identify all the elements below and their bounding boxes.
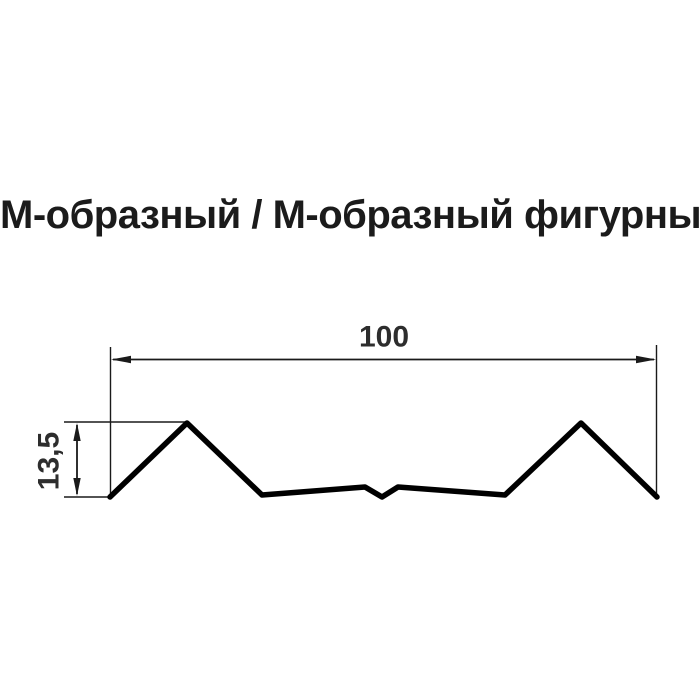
height-dimension: 13,5 — [33, 421, 186, 498]
height-dimension-label: 13,5 — [33, 432, 66, 490]
arrow-left-icon — [111, 355, 131, 364]
width-dimension: 100 — [109, 321, 658, 494]
arrow-right-icon — [636, 355, 656, 364]
page-title: М-образный / М-образный фигурный — [0, 193, 700, 237]
width-dimension-label: 100 — [359, 321, 409, 354]
arrow-down-icon — [73, 478, 81, 496]
arrow-up-icon — [73, 423, 81, 441]
profile-outline — [107, 420, 660, 500]
